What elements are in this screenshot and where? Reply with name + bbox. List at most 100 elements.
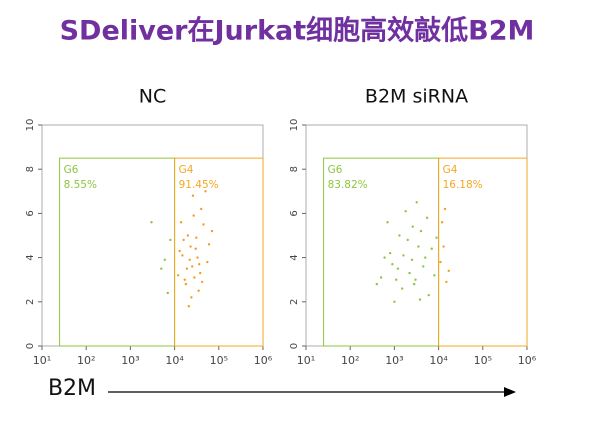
- dot: [386, 221, 389, 224]
- dot: [191, 194, 195, 197]
- dot: [398, 234, 401, 237]
- dot: [417, 245, 420, 248]
- dot: [375, 282, 379, 286]
- x-tick-label: 10⁶: [518, 354, 537, 367]
- gate: [174, 157, 264, 347]
- dot: [442, 245, 445, 248]
- dot: [424, 256, 427, 259]
- y-tick-label: 4: [289, 254, 300, 260]
- dot: [150, 221, 153, 224]
- panel-title: NC: [139, 86, 166, 108]
- dot: [404, 209, 407, 213]
- dot: [163, 258, 166, 262]
- x-tick-label: 10³: [121, 354, 139, 367]
- dot: [419, 229, 423, 233]
- dot: [414, 278, 417, 281]
- dot: [410, 258, 414, 262]
- dot: [206, 260, 209, 264]
- dot: [435, 236, 438, 239]
- dot: [391, 263, 394, 266]
- gate-percent: 83.82%: [328, 179, 368, 191]
- dot: [190, 265, 194, 268]
- y-tick-label: 10: [289, 119, 300, 132]
- dot: [400, 287, 404, 290]
- x-tick-label: 10⁶: [254, 354, 273, 367]
- dot: [183, 278, 186, 281]
- dot: [187, 305, 191, 308]
- page-title: SDeliver在Jurkat细胞高效敲低B2M: [60, 15, 535, 47]
- dot: [439, 260, 442, 264]
- dot: [447, 269, 450, 273]
- dot: [440, 221, 444, 224]
- dot: [406, 238, 409, 242]
- dot: [189, 245, 192, 248]
- dot: [181, 254, 184, 257]
- dot: [415, 201, 418, 204]
- dot: [196, 256, 199, 259]
- dot: [396, 267, 400, 270]
- gate-percent: 91.45%: [179, 179, 219, 191]
- dot: [200, 280, 204, 284]
- y-tick-label: 2: [289, 299, 300, 305]
- y-tick-label: 0: [289, 343, 300, 349]
- y-tick-label: 2: [25, 299, 36, 305]
- gate-percent: 8.55%: [64, 179, 97, 191]
- x-tick-label: 10²: [341, 354, 359, 367]
- dot: [393, 300, 396, 303]
- dot: [176, 274, 180, 277]
- dot: [402, 254, 405, 257]
- dot: [179, 221, 183, 224]
- dot: [210, 229, 214, 233]
- dot: [388, 251, 392, 255]
- y-tick-label: 8: [289, 166, 300, 172]
- dot: [190, 296, 193, 299]
- dot: [185, 267, 189, 270]
- x-axis-label: B2M: [48, 376, 96, 401]
- dot: [445, 280, 448, 284]
- x-tick-label: 10³: [385, 354, 403, 367]
- dot: [443, 207, 447, 211]
- dot: [412, 282, 416, 286]
- dot: [408, 271, 411, 275]
- x-tick-label: 10¹: [297, 354, 315, 367]
- dot: [433, 274, 436, 277]
- dot: [193, 276, 196, 279]
- dot: [194, 247, 197, 250]
- dot: [186, 234, 190, 237]
- x-tick-label: 10⁵: [474, 354, 492, 367]
- x-tick-label: 10⁴: [429, 354, 448, 367]
- y-tick-label: 10: [25, 119, 36, 132]
- gate-name: G6: [328, 164, 343, 176]
- dot: [204, 190, 207, 193]
- dot: [182, 238, 185, 242]
- y-tick-label: 8: [25, 166, 36, 172]
- dot: [166, 291, 169, 295]
- gate-percent: 16.18%: [443, 179, 483, 191]
- gate-name: G6: [64, 164, 79, 176]
- dot: [383, 256, 386, 259]
- dot: [395, 278, 398, 281]
- y-tick-label: 0: [25, 343, 36, 349]
- y-tick-label: 6: [289, 210, 300, 216]
- dot: [422, 265, 425, 268]
- y-tick-label: 6: [25, 210, 36, 216]
- dot: [192, 214, 195, 217]
- dot: [418, 298, 422, 301]
- dot: [202, 223, 205, 226]
- dot: [169, 238, 172, 242]
- gate-name: G4: [443, 164, 458, 176]
- dot: [425, 216, 429, 220]
- dot: [430, 247, 433, 250]
- x-tick-label: 10⁵: [210, 354, 228, 367]
- dot: [427, 293, 430, 297]
- x-tick-label: 10²: [77, 354, 95, 367]
- dot: [207, 243, 211, 246]
- panel-title: B2M siRNA: [365, 86, 468, 108]
- dot: [379, 276, 383, 279]
- x-tick-label: 10¹: [33, 354, 51, 367]
- dot: [200, 207, 203, 211]
- dot: [197, 289, 200, 292]
- dot: [188, 258, 191, 262]
- gate-name: G4: [179, 164, 194, 176]
